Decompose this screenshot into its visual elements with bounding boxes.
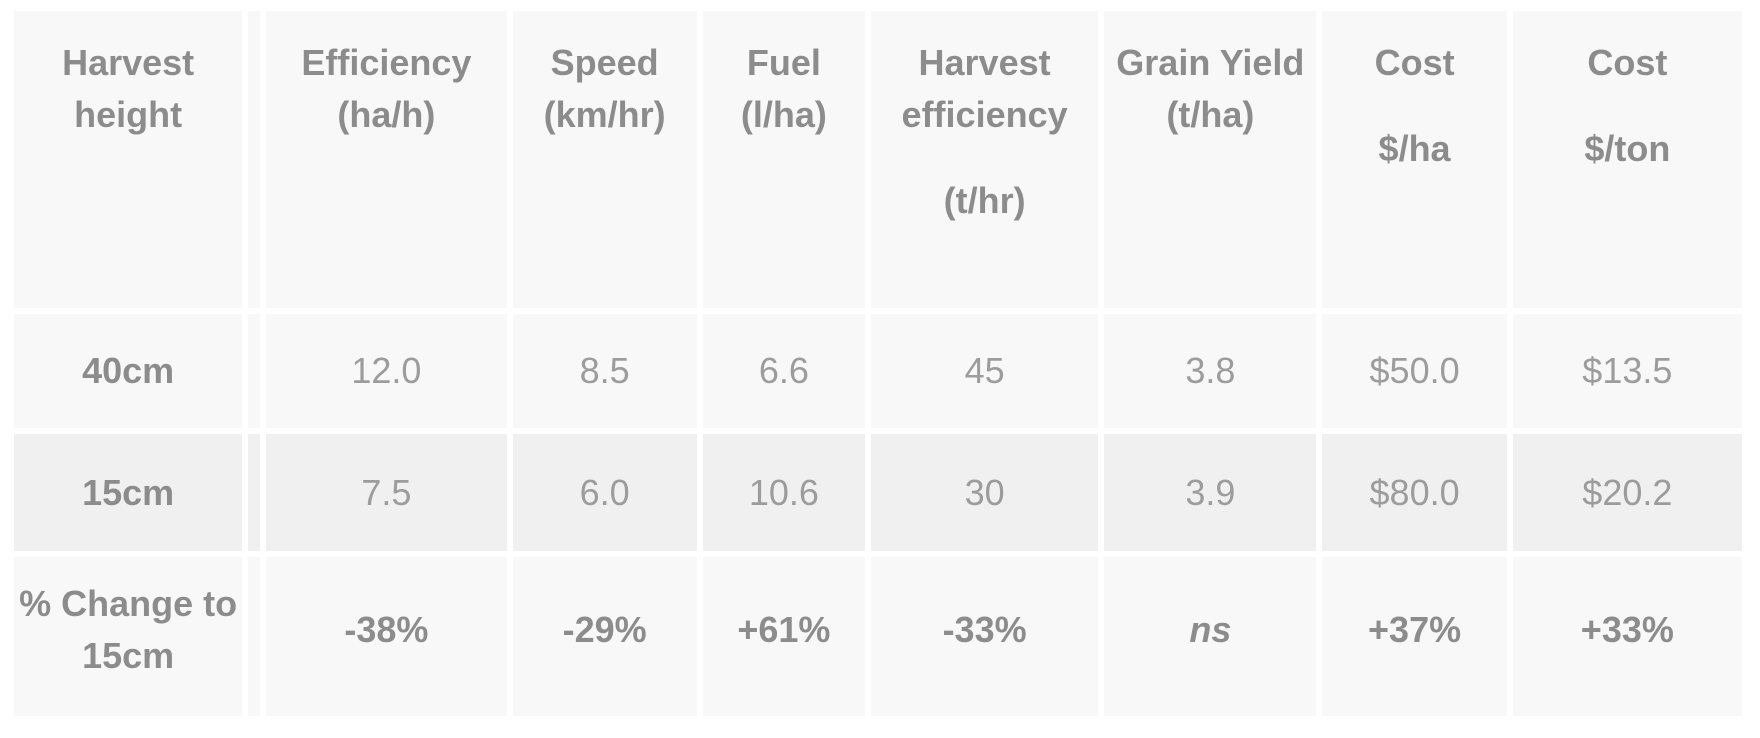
- cell-change-efficiency: -38%: [266, 557, 507, 716]
- cell-15cm-cost-ha: $80.0: [1322, 434, 1507, 551]
- cell-40cm-cost-ha: $50.0: [1322, 314, 1507, 428]
- col-unit: $/ton: [1584, 128, 1671, 169]
- col-header-harvest-efficiency: Harvest efficiency (t/hr): [870, 11, 1099, 308]
- harvest-comparison-table: Harvest height Efficiency (ha/h) Speed (…: [8, 5, 1748, 722]
- col-unit: (t/hr): [943, 180, 1026, 221]
- col-header-speed: Speed (km/hr): [512, 11, 697, 308]
- row-40cm: 40cm 12.0 8.5 6.6 45 3.8 $50.0 $13.5: [14, 314, 1742, 428]
- spacer-cell: [248, 434, 261, 551]
- col-title: Harvest height: [62, 42, 195, 135]
- col-header-grain-yield: Grain Yield (t/ha): [1104, 11, 1317, 308]
- col-title: Cost: [1587, 42, 1668, 83]
- cell-15cm-efficiency: 7.5: [266, 434, 507, 551]
- row-label-15cm: 15cm: [14, 434, 243, 551]
- cell-15cm-speed: 6.0: [512, 434, 697, 551]
- cell-change-grain-yield-ns: ns: [1104, 557, 1317, 716]
- col-title: Efficiency: [301, 42, 472, 83]
- cell-15cm-harvest-efficiency: 30: [870, 434, 1099, 551]
- cell-15cm-fuel: 10.6: [702, 434, 865, 551]
- cell-change-cost-ha: +37%: [1322, 557, 1507, 716]
- cell-change-fuel: +61%: [702, 557, 865, 716]
- cell-change-cost-ton: +33%: [1512, 557, 1742, 716]
- col-header-cost-per-ha: Cost $/ha: [1322, 11, 1507, 308]
- col-unit: $/ha: [1378, 128, 1451, 169]
- col-title: Fuel: [746, 42, 821, 83]
- col-unit: (km/hr): [543, 94, 666, 135]
- col-title: Grain Yield: [1116, 42, 1305, 83]
- cell-15cm-grain-yield: 3.9: [1104, 434, 1317, 551]
- col-unit: (t/ha): [1166, 94, 1255, 135]
- row-15cm: 15cm 7.5 6.0 10.6 30 3.9 $80.0 $20.2: [14, 434, 1742, 551]
- col-unit: (ha/h): [337, 94, 436, 135]
- col-header-fuel: Fuel (l/ha): [702, 11, 865, 308]
- cell-40cm-grain-yield: 3.8: [1104, 314, 1317, 428]
- col-header-harvest-height: Harvest height: [14, 11, 243, 308]
- col-header-cost-per-ton: Cost $/ton: [1512, 11, 1742, 308]
- cell-40cm-efficiency: 12.0: [266, 314, 507, 428]
- col-title: Cost: [1374, 42, 1455, 83]
- row-label-percent-change: % Change to 15cm: [14, 557, 243, 716]
- spacer-column-header: [248, 11, 261, 308]
- spacer-cell: [248, 557, 261, 716]
- row-percent-change: % Change to 15cm -38% -29% +61% -33% ns …: [14, 557, 1742, 716]
- cell-40cm-cost-ton: $13.5: [1512, 314, 1742, 428]
- cell-change-speed: -29%: [512, 557, 697, 716]
- cell-40cm-speed: 8.5: [512, 314, 697, 428]
- col-header-efficiency: Efficiency (ha/h): [266, 11, 507, 308]
- cell-15cm-cost-ton: $20.2: [1512, 434, 1742, 551]
- col-unit: (l/ha): [740, 94, 827, 135]
- col-title: Speed: [550, 42, 659, 83]
- header-row: Harvest height Efficiency (ha/h) Speed (…: [14, 11, 1742, 308]
- cell-40cm-fuel: 6.6: [702, 314, 865, 428]
- col-title: Harvest efficiency: [901, 42, 1068, 135]
- spacer-cell: [248, 314, 261, 428]
- row-label-40cm: 40cm: [14, 314, 243, 428]
- cell-change-harvest-efficiency: -33%: [870, 557, 1099, 716]
- cell-40cm-harvest-efficiency: 45: [870, 314, 1099, 428]
